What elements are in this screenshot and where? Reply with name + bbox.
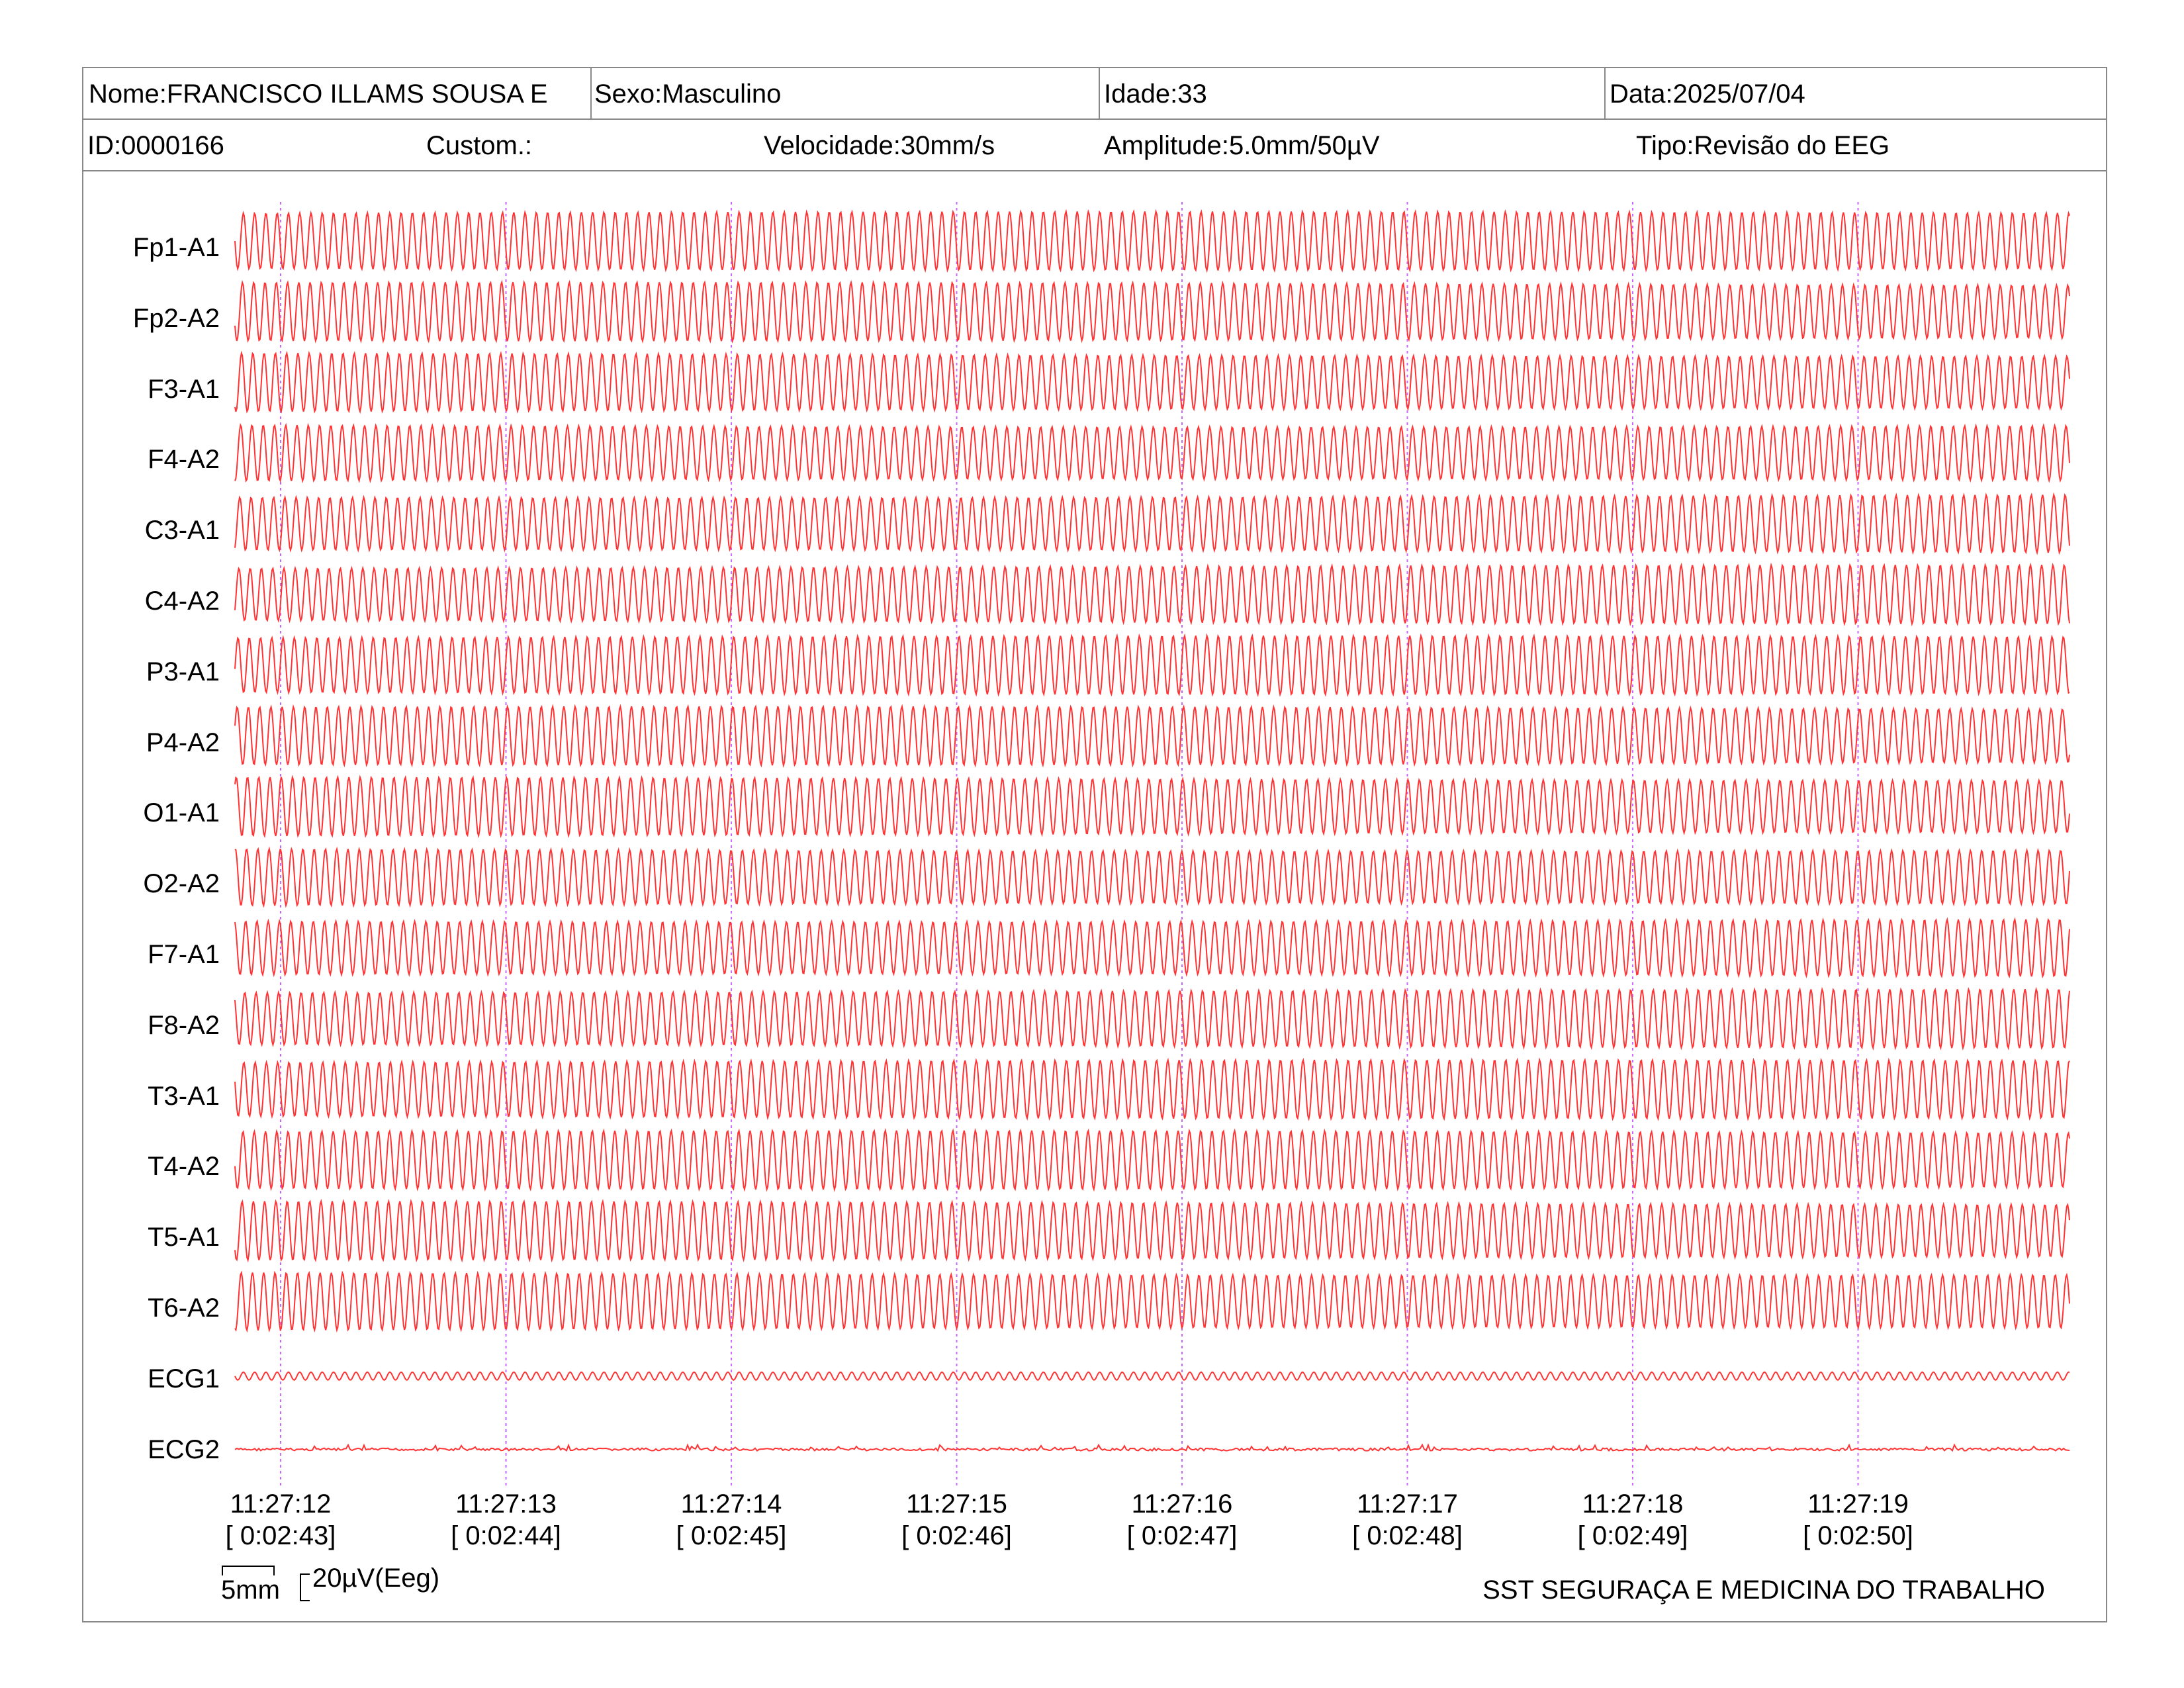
header-divider	[590, 68, 592, 118]
trace-f8-a2	[234, 986, 2070, 1051]
time-label: 11:27:14[ 0:02:45]	[645, 1488, 817, 1552]
channel-label: ECG1	[148, 1364, 220, 1393]
trace-ecg2	[234, 1443, 2070, 1452]
trace-c3-a1	[234, 492, 2070, 555]
elapsed-time: [ 0:02:46]	[901, 1521, 1012, 1550]
elapsed-time: [ 0:02:47]	[1126, 1521, 1238, 1550]
clock-time: 11:27:13	[455, 1489, 557, 1519]
channel-label: F4-A2	[148, 445, 220, 475]
trace-o1-a1	[234, 774, 2070, 839]
trace-c4-a2	[234, 562, 2070, 627]
elapsed-time: [ 0:02:48]	[1352, 1521, 1463, 1550]
channel-label: T3-A1	[148, 1081, 220, 1111]
elapsed-time: [ 0:02:49]	[1577, 1521, 1688, 1550]
exam-date: Data:2025/07/04	[1610, 79, 1805, 109]
time-label: 11:27:15[ 0:02:46]	[871, 1488, 1043, 1552]
channel-label: T4-A2	[148, 1152, 220, 1182]
time-scale-bar-icon	[222, 1566, 275, 1575]
trace-t6-a2	[234, 1270, 2070, 1333]
clock-time: 11:27:16	[1131, 1489, 1233, 1519]
header-divider	[1099, 68, 1100, 118]
elapsed-time: [ 0:02:44]	[451, 1521, 561, 1550]
patient-age: Idade:33	[1104, 79, 1207, 109]
header-row-2: ID:0000166 Custom.: Velocidade:30mm/s Am…	[83, 120, 2106, 171]
trace-fp2-a2	[234, 279, 2070, 344]
trace-t4-a2	[234, 1128, 2070, 1192]
header-row-1: Nome:FRANCISCO ILLAMS SOUSA E Sexo:Mascu…	[83, 68, 2106, 120]
time-label: 11:27:17[ 0:02:48]	[1322, 1488, 1494, 1552]
patient-sex: Sexo:Masculino	[594, 79, 782, 109]
channel-label: Fp1-A1	[132, 233, 220, 262]
trace-t3-a1	[234, 1057, 2070, 1121]
trace-f3-a1	[234, 350, 2070, 414]
channel-label: T5-A1	[148, 1223, 220, 1252]
elapsed-time: [ 0:02:43]	[225, 1521, 336, 1550]
amplitude-scale-bar-icon	[300, 1573, 310, 1601]
time-scale-label: 5mm	[221, 1575, 280, 1605]
exam-type: Tipo:Revisão do EEG	[1636, 131, 1890, 160]
trace-o2-a2	[234, 846, 2070, 908]
channel-label: C4-A2	[144, 586, 220, 616]
time-label: 11:27:18[ 0:02:49]	[1547, 1488, 1719, 1552]
channel-label: F7-A1	[148, 940, 220, 969]
trace-ecg1	[234, 1371, 2070, 1381]
time-label: 11:27:13[ 0:02:44]	[420, 1488, 592, 1552]
report-frame: Nome:FRANCISCO ILLAMS SOUSA E Sexo:Mascu…	[82, 67, 2107, 1622]
clock-time: 11:27:18	[1582, 1489, 1684, 1519]
channel-label: P3-A1	[146, 657, 220, 686]
amplitude-scale-label: 20µV(Eeg)	[312, 1564, 440, 1593]
clock-time: 11:27:15	[906, 1489, 1007, 1519]
channel-label: P4-A2	[146, 727, 220, 757]
channel-label: C3-A1	[144, 516, 220, 545]
header-divider	[1604, 68, 1606, 118]
trace-f4-a2	[234, 422, 2070, 484]
custom-field: Custom.:	[426, 131, 533, 160]
clock-time: 11:27:14	[680, 1489, 782, 1519]
channel-label: F3-A1	[148, 374, 220, 404]
channel-label: O1-A1	[143, 798, 220, 828]
amplitude-setting: Amplitude:5.0mm/50µV	[1104, 131, 1380, 160]
speed-setting: Velocidade:30mm/s	[764, 131, 995, 160]
clock-time: 11:27:12	[230, 1489, 332, 1519]
company-name: SST SEGURAÇA E MEDICINA DO TRABALHO	[1482, 1575, 2045, 1605]
trace-fp1-a1	[234, 209, 2070, 273]
elapsed-time: [ 0:02:50]	[1803, 1521, 1913, 1550]
time-label: 11:27:19[ 0:02:50]	[1772, 1488, 1944, 1552]
channel-label: ECG2	[148, 1434, 220, 1464]
time-label: 11:27:12[ 0:02:43]	[195, 1488, 367, 1552]
channel-label: F8-A2	[148, 1010, 220, 1040]
trace-t5-a1	[234, 1198, 2070, 1263]
channel-label: T6-A2	[148, 1293, 220, 1323]
patient-name: Nome:FRANCISCO ILLAMS SOUSA E	[89, 79, 548, 109]
channel-label: Fp2-A2	[132, 303, 220, 333]
channel-label: O2-A2	[143, 869, 220, 899]
clock-time: 11:27:19	[1807, 1489, 1909, 1519]
trace-p3-a1	[234, 633, 2070, 698]
trace-p4-a2	[234, 704, 2070, 768]
trace-f7-a1	[234, 917, 2070, 979]
elapsed-time: [ 0:02:45]	[676, 1521, 787, 1550]
time-label: 11:27:16[ 0:02:47]	[1096, 1488, 1268, 1552]
clock-time: 11:27:17	[1357, 1489, 1458, 1519]
patient-id: ID:0000166	[87, 131, 224, 160]
